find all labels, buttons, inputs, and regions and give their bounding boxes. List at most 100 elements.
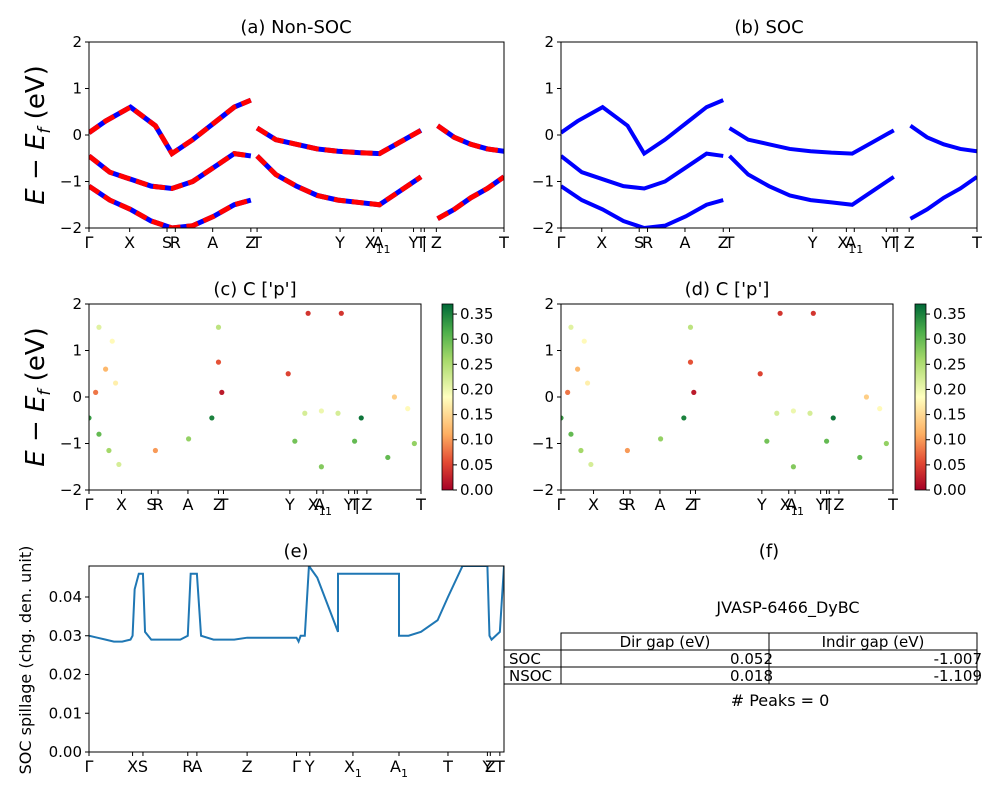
band-line-dashed <box>255 125 423 157</box>
xtick-label: Z <box>431 233 442 252</box>
panel-e-ylabel: SOC spillage (chg. den. unit) <box>16 546 35 775</box>
xtick-label: Y <box>756 495 767 514</box>
band-point <box>96 431 102 437</box>
xtick-label: | <box>827 495 832 514</box>
band-point <box>103 366 109 372</box>
band-point <box>152 447 158 454</box>
band-point <box>352 438 358 444</box>
ytick-label: 0.01 <box>49 704 82 722</box>
panel-a-plot <box>89 97 504 228</box>
band-point <box>305 310 311 316</box>
table-row-soc-dir: 0.052 <box>730 650 773 668</box>
panel-d-yticks: 2 1 0 −1 −2 <box>532 295 561 499</box>
ytick-label: 1 <box>72 342 82 360</box>
xtick-label: Γ <box>85 233 94 252</box>
band-point <box>764 438 770 444</box>
colorbar-tick-label: 0.25 <box>460 355 493 373</box>
panel-c-title: (c) C ['p'] <box>213 279 296 300</box>
xtick-label: T <box>498 233 509 252</box>
xtick-label: Γ <box>85 757 94 776</box>
colorbar-tick-label: 0.15 <box>460 406 493 424</box>
ytick-label: −1 <box>532 435 554 453</box>
colorbar-tick-label: 0.10 <box>933 431 966 449</box>
panel-f-subtitle: JVASP-6466_DyBC <box>715 598 859 618</box>
xtick-label: | <box>422 233 427 252</box>
band-point <box>215 324 222 330</box>
xtick-label: X <box>127 757 138 776</box>
band-point <box>292 438 298 444</box>
xtick-label: Y <box>334 233 345 252</box>
band-point <box>411 440 417 447</box>
band-point <box>112 380 119 386</box>
colorbar-tick-label: 0.00 <box>933 481 966 499</box>
band-point <box>209 415 215 421</box>
table-row-nsoc-label: NSOC <box>509 667 552 685</box>
xtick-label: S <box>618 495 628 514</box>
ytick-label: 2 <box>72 295 82 313</box>
ytick-label: −2 <box>532 481 554 499</box>
xtick-label: R <box>642 233 653 252</box>
band-point <box>790 408 797 414</box>
xtick-label: R <box>624 495 635 514</box>
xtick-label: Γ <box>85 495 94 514</box>
xtick-label: X <box>596 233 607 252</box>
band-line <box>909 124 977 154</box>
band-point <box>883 440 889 447</box>
band-point <box>568 431 574 437</box>
colorbar-tick-label: 0.15 <box>933 406 966 424</box>
table-row-soc-label: SOC <box>509 650 541 668</box>
xtick-label: | <box>355 495 360 514</box>
colorbar-tick-label: 0.30 <box>460 330 493 348</box>
ytick-label: −2 <box>532 219 554 237</box>
xtick-label: | <box>894 233 899 252</box>
ytick-label: 2 <box>544 33 554 51</box>
band-point <box>578 447 584 454</box>
band-point <box>830 415 836 421</box>
band-point <box>405 406 411 412</box>
xtick-label: Z <box>685 495 696 514</box>
band-line <box>909 175 977 221</box>
xtick-label: X1 <box>837 233 855 256</box>
xtick-label: A <box>654 495 665 514</box>
colorbar-tick-label: 0.35 <box>933 305 966 323</box>
band-line <box>255 154 423 208</box>
panel-a-frame <box>88 41 505 229</box>
xtick-label: X <box>124 233 135 252</box>
band-point <box>285 371 291 377</box>
panel-d-frame <box>560 303 894 491</box>
xtick-label: T <box>494 757 505 776</box>
colorbar-tick-label: 0.10 <box>460 431 493 449</box>
band-line-dashed <box>89 184 252 228</box>
band-point <box>824 438 830 444</box>
xtick-label: A <box>679 233 690 252</box>
band-point <box>318 464 324 470</box>
band-point <box>106 447 112 454</box>
xtick-label: Y <box>343 495 354 514</box>
band-point <box>335 410 341 416</box>
band-point <box>584 380 591 386</box>
xtick-label: S <box>634 233 644 252</box>
panel-d-title: (d) C ['p'] <box>685 279 770 300</box>
band-line-dashed <box>255 154 423 208</box>
band-point <box>807 410 813 416</box>
xtick-label: A1 <box>786 495 804 518</box>
panel-e-xticks: Γ X S RA Z Γ Y X1 A1 T YZ T <box>85 752 505 780</box>
band-line <box>728 154 895 207</box>
band-line <box>561 184 724 228</box>
band-line-dashed <box>89 97 252 158</box>
table-header-dir-gap: Dir gap (eV) <box>620 633 711 651</box>
band-point <box>186 436 192 442</box>
ytick-label: 0 <box>544 388 554 406</box>
xtick-label: T <box>415 495 426 514</box>
ytick-label: 0.00 <box>49 743 82 761</box>
panel-e-yticks: 0.00 0.01 0.02 0.03 0.04 <box>49 588 89 761</box>
colorbar-tick-label: 0.05 <box>460 456 493 474</box>
panel-e: (e) 0.000.010.020.030.04 Γ X S RA Z Γ Y X1 A1 T YZ… <box>16 541 505 780</box>
table-row-soc-indir: -1.007 <box>934 650 982 668</box>
xtick-label: T <box>415 233 426 252</box>
band-line-dashed <box>436 123 504 154</box>
panel-d-plot <box>561 310 889 470</box>
band-point <box>581 338 587 344</box>
